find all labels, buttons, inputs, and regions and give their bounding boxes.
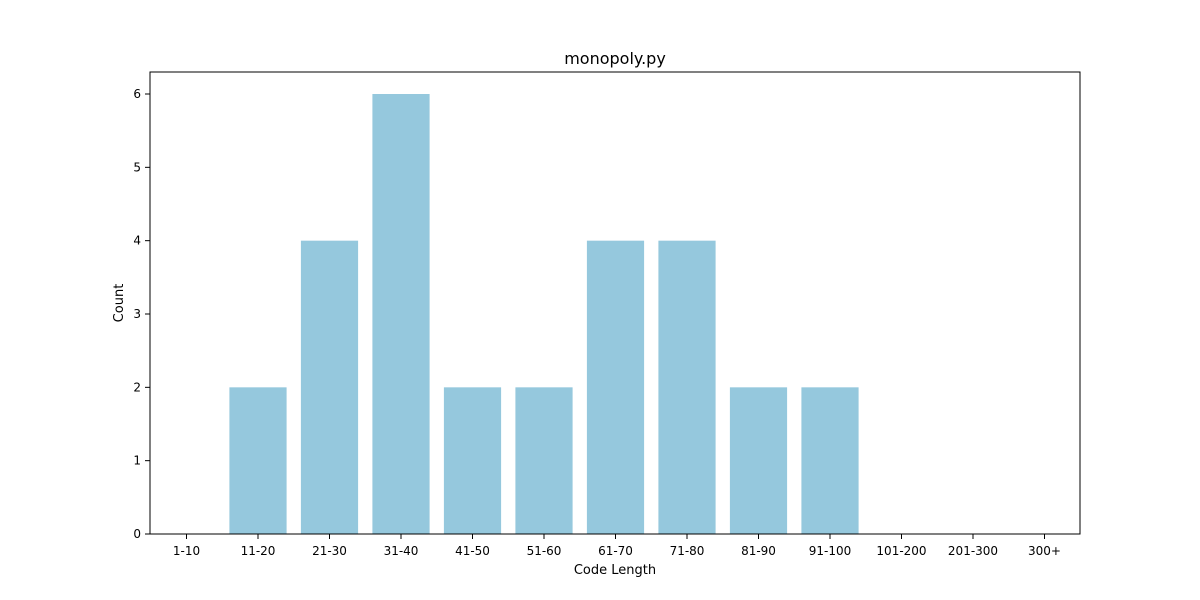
x-tick-label: 21-30: [312, 544, 347, 558]
y-tick-label: 1: [133, 454, 141, 468]
bar-31-40: [372, 94, 430, 534]
x-tick-label: 91-100: [809, 544, 852, 558]
bars-group: [229, 94, 859, 534]
bar-41-50: [443, 387, 502, 534]
x-axis-label: Code Length: [574, 563, 656, 578]
bar-71-80: [658, 240, 716, 534]
x-tick-label: 31-40: [384, 544, 419, 558]
y-tick-label: 0: [133, 527, 141, 541]
chart-title: monopoly.py: [564, 49, 666, 68]
x-tick-label: 61-70: [598, 544, 633, 558]
x-tick-label: 71-80: [670, 544, 705, 558]
bar-51-60: [515, 387, 573, 534]
x-tick-label: 1-10: [173, 544, 200, 558]
y-axis-label: Count: [112, 284, 127, 323]
x-tick-label: 41-50: [455, 544, 490, 558]
x-tick-label: 101-200: [876, 544, 926, 558]
x-tick-label: 201-300: [948, 544, 998, 558]
y-tick-label: 5: [133, 160, 141, 174]
y-ticks-group: 0 1 2 3 4 5 6: [133, 87, 150, 541]
x-tick-label: 11-20: [241, 544, 276, 558]
bar-91-100: [801, 387, 859, 534]
y-tick-label: 6: [133, 87, 141, 101]
x-tick-label: 51-60: [527, 544, 562, 558]
y-tick-label: 3: [133, 307, 141, 321]
bar-81-90: [729, 387, 788, 534]
y-tick-label: 4: [133, 234, 141, 248]
bar-21-30: [300, 240, 359, 534]
y-tick-label: 2: [133, 380, 141, 394]
x-tick-label: 81-90: [741, 544, 776, 558]
bar-11-20: [229, 387, 287, 534]
x-ticks-group: 1-10 11-20 21-30 31-40 41-50 51-60 61-70 71-80 8…: [173, 534, 1061, 558]
bar-61-70: [586, 240, 645, 534]
x-tick-label: 300+: [1028, 544, 1061, 558]
